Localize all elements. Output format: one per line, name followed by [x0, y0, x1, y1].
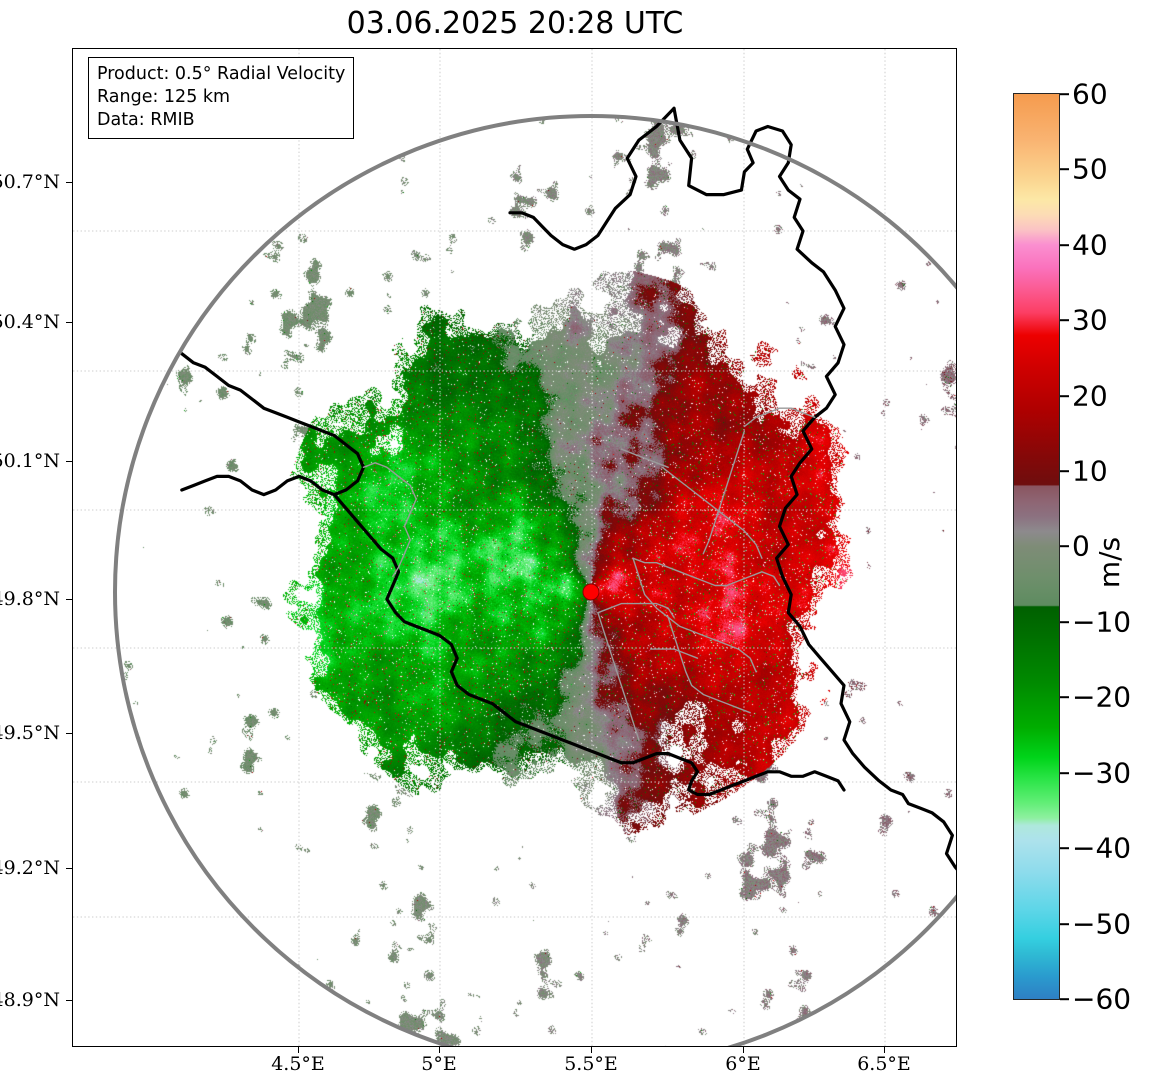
colorbar-tick-label: 0 — [1072, 529, 1090, 563]
radar-map-canvas-layer — [73, 49, 956, 1046]
x-axis-tick-label: 5.5°E — [564, 1053, 618, 1075]
y-axis-tick-label: 49.8°N — [0, 588, 60, 610]
radar-site-marker[interactable] — [582, 583, 600, 601]
admin-border-lux-north — [661, 466, 763, 559]
colorbar-tick-label: 60 — [1072, 77, 1108, 111]
y-axis-tick-label: 50.1°N — [0, 450, 60, 472]
x-axis-tickmark — [743, 1047, 745, 1053]
admin-border-lux-3 — [667, 616, 751, 714]
y-axis-tickmark — [66, 461, 72, 463]
radar-velocity-field — [73, 49, 956, 1046]
product-info-box: Product: 0.5° Radial Velocity Range: 125… — [88, 57, 355, 139]
colorbar-tickmark — [1060, 696, 1069, 698]
colorbar-tickmark — [1060, 244, 1069, 246]
info-range-line: Range: 125 km — [97, 87, 231, 107]
colorbar-tick-label: 40 — [1072, 228, 1108, 262]
admin-border-lux-5 — [597, 612, 640, 741]
colorbar-tick-label: −30 — [1072, 756, 1132, 790]
y-axis-tickmark — [66, 182, 72, 184]
colorbar-tickmark — [1060, 621, 1069, 623]
country-border-west-upper — [180, 352, 366, 497]
colorbar-tickmark — [1060, 470, 1069, 472]
admin-border-lux-6 — [649, 648, 699, 659]
y-axis-tickmark — [66, 733, 72, 735]
colorbar-tickmark — [1060, 847, 1069, 849]
colorbar-tick-label: 10 — [1072, 454, 1108, 488]
colorbar-tickmark — [1060, 319, 1069, 321]
admin-border-lux-8 — [620, 448, 669, 468]
country-border-east — [672, 106, 956, 871]
y-axis-tickmark — [66, 322, 72, 324]
x-axis-tickmark — [298, 1047, 300, 1053]
admin-border-lux-2 — [632, 557, 757, 673]
x-axis-tick-label: 6°E — [725, 1053, 761, 1075]
admin-border-lux-1 — [632, 557, 781, 587]
country-border-north — [508, 106, 676, 251]
y-axis-tickmark — [66, 1000, 72, 1002]
colorbar-tick-label: −20 — [1072, 680, 1132, 714]
y-axis-tick-label: 49.5°N — [0, 722, 60, 744]
colorbar-tickmark — [1060, 998, 1069, 1000]
colorbar-tick-label: 20 — [1072, 379, 1108, 413]
velocity-colorbar[interactable] — [1013, 93, 1060, 1000]
radar-map-axes[interactable] — [72, 48, 957, 1047]
colorbar-tickmark — [1060, 923, 1069, 925]
admin-border-lux-9 — [743, 407, 816, 428]
info-data-line: Data: RMIB — [97, 110, 195, 130]
y-axis-tick-label: 50.7°N — [0, 171, 60, 193]
colorbar-tickmark — [1060, 772, 1069, 774]
admin-border-lux-7 — [702, 430, 746, 555]
admin-border-lux-4 — [597, 602, 675, 618]
geography-overlay — [73, 49, 956, 1046]
colorbar-unit-label: m/s — [1093, 536, 1126, 589]
range-ring — [113, 114, 956, 1046]
y-axis-tickmark — [66, 868, 72, 870]
x-axis-tickmark — [591, 1047, 593, 1053]
info-product-line: Product: 0.5° Radial Velocity — [97, 64, 346, 84]
colorbar-tickmark — [1060, 545, 1069, 547]
colorbar-tick-label: −60 — [1072, 982, 1132, 1016]
x-axis-tick-label: 5°E — [421, 1053, 457, 1075]
y-axis-tickmark — [66, 599, 72, 601]
page-title: 03.06.2025 20:28 UTC — [346, 6, 684, 41]
x-axis-tick-label: 4.5°E — [271, 1053, 325, 1075]
x-axis-tickmark — [439, 1047, 441, 1053]
country-border-south — [332, 493, 846, 797]
colorbar-tick-label: −40 — [1072, 831, 1132, 865]
colorbar-tick-label: 30 — [1072, 303, 1108, 337]
colorbar-tick-label: −10 — [1072, 605, 1132, 639]
colorbar-tick-label: −50 — [1072, 907, 1132, 941]
y-axis-tick-label: 50.4°N — [0, 311, 60, 333]
colorbar-gradient-fill — [1014, 94, 1059, 999]
x-axis-tickmark — [884, 1047, 886, 1053]
colorbar-tickmark — [1060, 395, 1069, 397]
colorbar-tickmark — [1060, 93, 1069, 95]
colorbar-tick-label: 50 — [1072, 152, 1108, 186]
y-axis-tick-label: 49.2°N — [0, 857, 60, 879]
x-axis-tick-label: 6.5°E — [857, 1053, 911, 1075]
admin-border-be-inner — [362, 462, 417, 578]
colorbar-tickmark — [1060, 168, 1069, 170]
y-axis-tick-label: 48.9°N — [0, 989, 60, 1011]
